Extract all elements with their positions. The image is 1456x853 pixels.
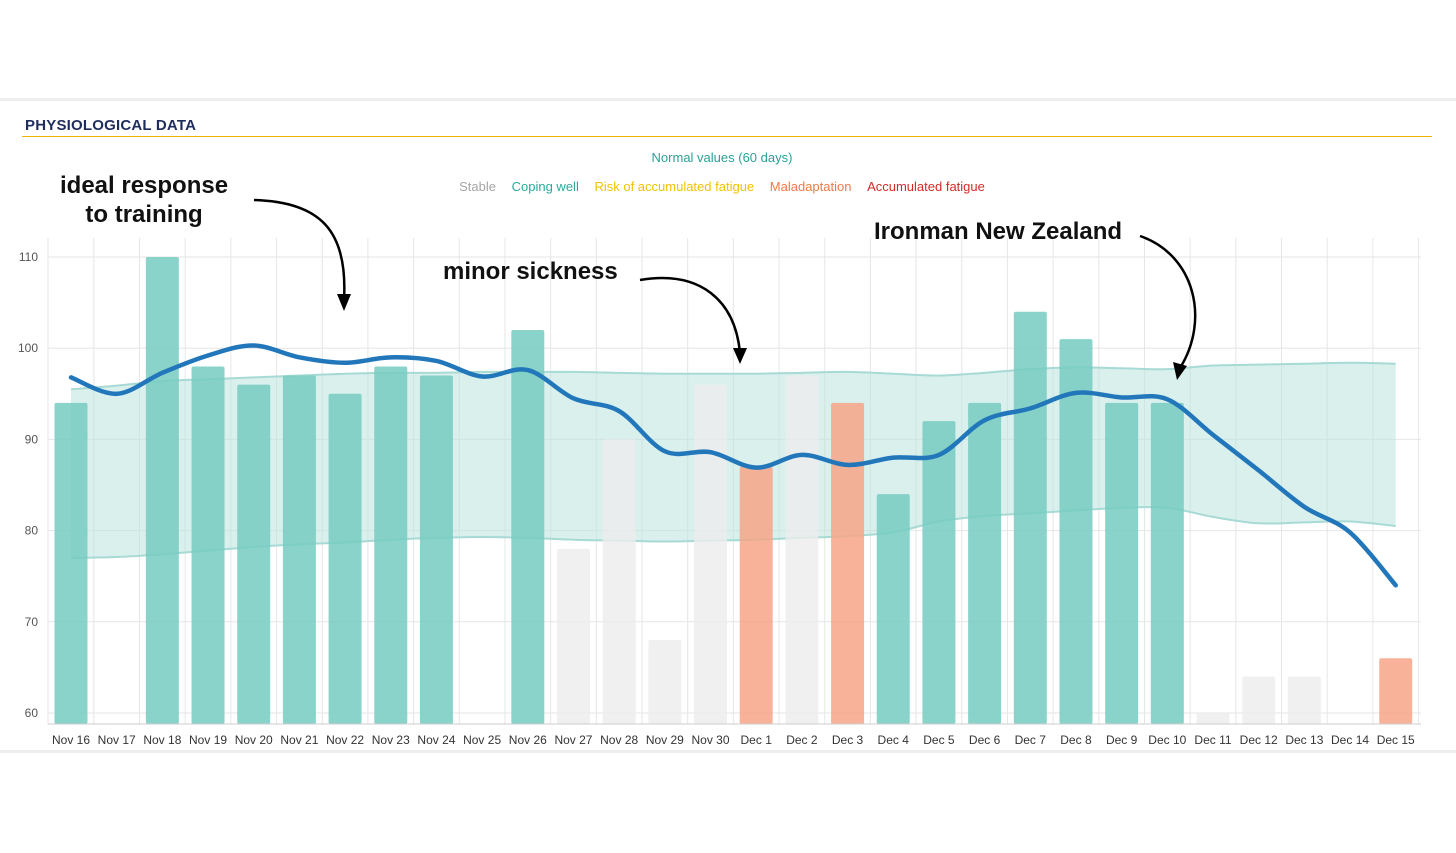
trend-line <box>68 343 1398 588</box>
bar-dec-9 <box>1105 402 1139 724</box>
annotation-ideal-response: ideal response to training <box>60 171 228 229</box>
card-bottom-border <box>0 750 1456 753</box>
x-tick-label: Nov 21 <box>280 733 318 747</box>
annotation-ironman: Ironman New Zealand <box>874 218 1123 245</box>
bar-nov-22 <box>328 393 362 724</box>
x-tick-label: Dec 8 <box>1060 733 1092 747</box>
x-tick-label: Dec 9 <box>1106 733 1138 747</box>
bar-dec-10 <box>1150 402 1184 724</box>
section-title-underline <box>22 136 1432 137</box>
x-tick-label: Nov 24 <box>417 733 455 747</box>
x-tick-label: Dec 11 <box>1194 733 1231 747</box>
x-tick-label: Nov 22 <box>326 733 364 747</box>
bar-dec-11 <box>1196 713 1230 724</box>
arrowhead-ironman <box>1173 362 1187 380</box>
bar-dec-3 <box>831 402 865 724</box>
x-tick-label: Nov 28 <box>600 733 638 747</box>
bar-dec-15 <box>1379 658 1413 724</box>
x-tick-label: Nov 27 <box>554 733 592 747</box>
bar-dec-13 <box>1287 676 1321 724</box>
x-tick-label: Dec 7 <box>1015 733 1047 747</box>
x-tick-label: Dec 13 <box>1285 733 1323 747</box>
x-tick-label: Nov 23 <box>372 733 410 747</box>
arrow-minor-sickness <box>639 276 742 354</box>
x-tick-label: Nov 20 <box>235 733 273 747</box>
bar-dec-8 <box>1059 339 1093 724</box>
bar-nov-24 <box>419 375 453 724</box>
x-tick-label: Dec 10 <box>1148 733 1186 747</box>
bar-nov-19 <box>191 366 225 724</box>
x-tick-label: Nov 30 <box>692 733 730 747</box>
bar-nov-28 <box>602 439 636 724</box>
bar-nov-21 <box>282 375 316 724</box>
bar-nov-16 <box>54 402 88 724</box>
x-tick-label: Dec 14 <box>1331 733 1369 747</box>
x-tick-label: Dec 15 <box>1377 733 1415 747</box>
legend-item-risk-of-accumulated-fatigue[interactable]: Risk of accumulated fatigue <box>594 179 755 194</box>
bar-dec-12 <box>1242 676 1276 724</box>
bar-dec-4 <box>876 494 910 724</box>
legend-item-stable[interactable]: Stable <box>459 179 496 194</box>
bar-nov-26 <box>511 329 545 724</box>
y-tick-label: 70 <box>25 615 39 629</box>
y-tick-label: 60 <box>25 706 39 720</box>
bar-layer <box>54 257 1413 724</box>
bar-dec-5 <box>922 421 956 724</box>
chart-legend: Stable Coping well Risk of accumulated f… <box>0 179 1444 194</box>
bar-nov-20 <box>237 384 271 724</box>
x-tick-label: Dec 2 <box>786 733 818 747</box>
x-tick-label: Dec 1 <box>741 733 773 747</box>
bar-dec-2 <box>785 375 819 724</box>
legend-item-coping-well[interactable]: Coping well <box>511 179 579 194</box>
annotation-ideal-line2: to training <box>85 201 203 228</box>
x-tick-label: Nov 25 <box>463 733 501 747</box>
x-tick-label: Dec 12 <box>1240 733 1278 747</box>
annotation-ideal-line1: ideal response <box>60 172 229 199</box>
x-tick-label: Dec 6 <box>969 733 1001 747</box>
bar-dec-7 <box>1013 311 1047 724</box>
section-title: PHYSIOLOGICAL DATA <box>25 117 197 134</box>
x-tick-label: Nov 29 <box>646 733 684 747</box>
arrowhead-minor-sickness <box>733 348 747 364</box>
x-tick-label: Nov 18 <box>143 733 181 747</box>
x-tick-label: Dec 5 <box>923 733 955 747</box>
bar-nov-30 <box>694 384 728 724</box>
axis-layer: 60 70 80 90 100 110 Nov 16 Nov 17 Nov 18 Nov 19 No… <box>18 250 1421 747</box>
bar-nov-23 <box>374 366 408 724</box>
x-tick-label: Nov 17 <box>98 733 136 747</box>
arrow-ironman <box>1139 234 1197 369</box>
arrowhead-ideal-response <box>337 294 351 311</box>
bar-dec-1 <box>739 466 773 724</box>
arrow-ideal-response <box>253 198 346 301</box>
legend-item-maladaptation[interactable]: Maladaptation <box>769 179 852 194</box>
x-tick-label: Dec 3 <box>832 733 864 747</box>
bar-nov-18 <box>145 257 179 724</box>
legend-item-accumulated-fatigue[interactable]: Accumulated fatigue <box>867 179 985 194</box>
annotation-minor-sickness: minor sickness <box>443 258 618 285</box>
bar-nov-27 <box>556 548 590 724</box>
y-tick-label: 100 <box>18 341 38 355</box>
x-tick-label: Dec 4 <box>878 733 910 747</box>
x-tick-label: Nov 19 <box>189 733 227 747</box>
x-tick-label: Nov 16 <box>52 733 90 747</box>
y-tick-label: 90 <box>25 432 39 446</box>
y-tick-label: 110 <box>19 250 38 264</box>
bar-dec-6 <box>968 402 1002 724</box>
normal-values-label[interactable]: Normal values (60 days) <box>651 150 793 165</box>
y-tick-label: 80 <box>25 524 39 538</box>
trend-layer <box>68 343 1398 588</box>
card-top-border <box>0 98 1456 101</box>
annotation-arrows <box>253 198 1197 380</box>
bar-nov-29 <box>648 640 682 724</box>
x-tick-label: Nov 26 <box>509 733 547 747</box>
